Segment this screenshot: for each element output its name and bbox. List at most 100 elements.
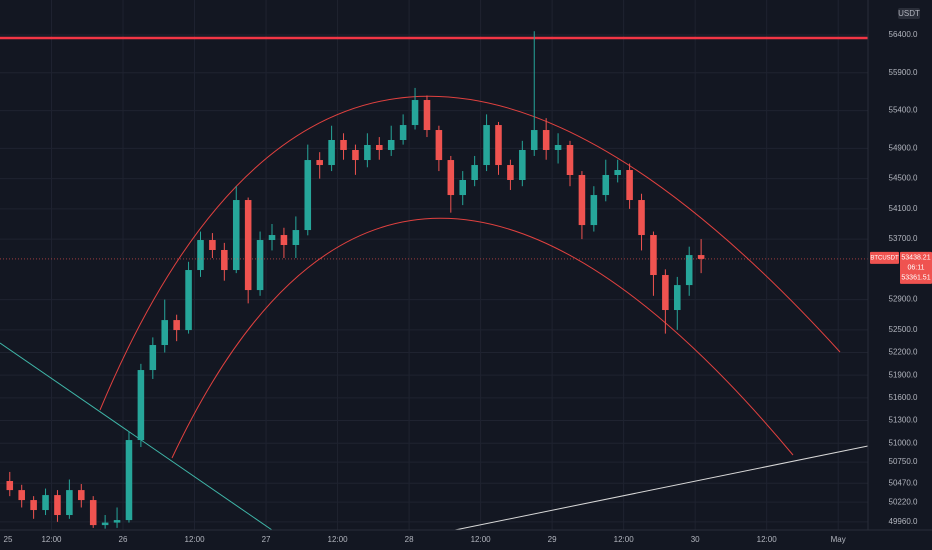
- candle-body: [316, 160, 323, 166]
- outer-arc: [99, 95, 841, 411]
- y-tick-label: 55900.0: [889, 68, 918, 77]
- candle-body: [566, 144, 574, 176]
- symbol-label: BTCUSDT: [870, 255, 899, 261]
- x-tick-label: 12:00: [757, 535, 778, 544]
- drawings: [0, 95, 932, 531]
- time-axis: [0, 530, 932, 550]
- x-tick-label: May: [831, 535, 846, 544]
- candle-body: [6, 481, 14, 491]
- candle-body: [471, 165, 478, 180]
- x-tick-label: 12:00: [185, 535, 206, 544]
- y-tick-label: 51600.0: [889, 393, 918, 402]
- price-tag: [900, 251, 932, 284]
- candle-body: [685, 255, 693, 286]
- candle-body: [626, 170, 633, 201]
- candle-body: [495, 125, 502, 166]
- trend-line: [0, 342, 273, 531]
- y-tick-label: 50470.0: [889, 478, 918, 487]
- candle-body: [18, 490, 25, 501]
- candle-body: [149, 345, 157, 371]
- y-tick-label: 54100.0: [889, 204, 918, 213]
- candle-body: [530, 130, 538, 150]
- y-tick-label: 52900.0: [889, 295, 918, 304]
- candle-body: [209, 240, 216, 250]
- y-tick-label: 50750.0: [889, 457, 918, 466]
- candle-body: [435, 130, 443, 161]
- candle-body: [137, 370, 145, 441]
- candle-body: [221, 249, 228, 271]
- candle-body: [280, 235, 288, 246]
- x-tick-label: 28: [405, 535, 414, 544]
- axes: 56400.0 55900.0 55400.0 54900.0 54500.0 54100…: [4, 30, 932, 544]
- candle-body: [650, 235, 657, 276]
- x-tick-label: 27: [262, 535, 271, 544]
- candle-body: [602, 175, 610, 196]
- candle-body: [447, 160, 455, 196]
- candle-body: [328, 140, 335, 166]
- candle-body: [638, 200, 645, 236]
- currency-box: [898, 8, 920, 19]
- candle-body: [399, 125, 407, 141]
- y-tick-label: 54500.0: [889, 174, 918, 183]
- y-tick-label: 51000.0: [889, 438, 918, 447]
- candle-body: [614, 170, 621, 176]
- y-tick-label: 52200.0: [889, 348, 918, 357]
- x-tick-label: 30: [691, 535, 700, 544]
- candle-body: [352, 149, 359, 161]
- inner-arc: [171, 217, 794, 459]
- candle-body: [54, 495, 61, 516]
- candle-body: [78, 490, 85, 501]
- y-tick-label: 56400.0: [889, 30, 918, 39]
- x-tick-label: 12:00: [614, 535, 635, 544]
- candle-body: [519, 149, 526, 180]
- x-tick-label: 12:00: [41, 535, 62, 544]
- candle-body: [304, 160, 312, 231]
- second-price-label: 53361.51: [901, 275, 930, 282]
- candle-body: [125, 440, 133, 521]
- candle-body: [590, 195, 598, 226]
- candle-body: [376, 144, 383, 150]
- x-tick-label: 12:00: [328, 535, 349, 544]
- candles: [0, 31, 868, 529]
- symbol-tag: [870, 251, 899, 264]
- candle-body: [662, 275, 669, 311]
- y-tick-label: 55400.0: [889, 106, 918, 115]
- candle-body: [232, 200, 240, 271]
- candle-body: [113, 520, 121, 523]
- y-tick-label: 51300.0: [889, 416, 918, 425]
- candle-body: [411, 100, 419, 126]
- y-tick-label: 51900.0: [889, 370, 918, 379]
- grid: [0, 0, 868, 530]
- y-tick-label: 50220.0: [889, 497, 918, 506]
- candle-body: [542, 130, 550, 150]
- candle-body: [101, 522, 109, 526]
- candle-body: [554, 144, 562, 150]
- x-tick-label: 25: [4, 535, 13, 544]
- candle-body: [197, 240, 204, 271]
- x-tick-label: 26: [119, 535, 128, 544]
- candle-body: [66, 490, 73, 516]
- x-tick-label: 12:00: [471, 535, 492, 544]
- y-tick-label: 54900.0: [889, 144, 918, 153]
- trend-line: [454, 432, 932, 531]
- candle-body: [340, 140, 347, 150]
- candle-body: [89, 500, 97, 526]
- candle-body: [578, 175, 586, 226]
- x-tick-label: 29: [548, 535, 557, 544]
- candle-body: [674, 285, 681, 311]
- y-tick-label: 53700.0: [889, 234, 918, 243]
- candle-body: [244, 200, 252, 291]
- y-tick-label: 49960.0: [889, 517, 918, 526]
- y-tick-label: 52500.0: [889, 325, 918, 334]
- candle-body: [507, 165, 514, 180]
- candle-body: [268, 235, 276, 241]
- candle-body: [459, 179, 467, 196]
- candle-body: [185, 270, 192, 331]
- candle-body: [423, 100, 431, 131]
- countdown-label: 06:11: [908, 265, 925, 272]
- candle-body: [161, 320, 169, 346]
- candle-body: [364, 144, 371, 161]
- candle-body: [173, 320, 180, 331]
